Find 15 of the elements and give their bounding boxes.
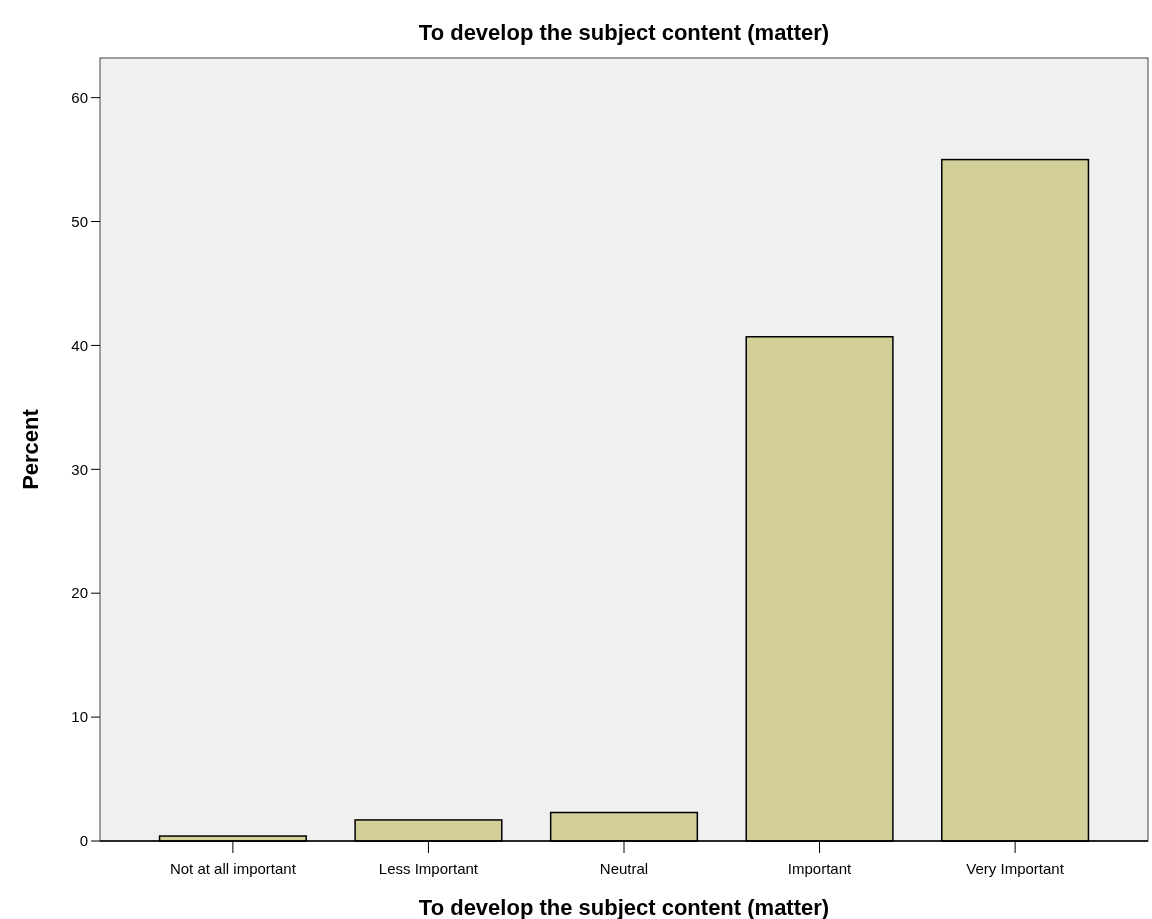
y-tick-label: 20 [71,584,88,602]
x-tick-label: Not at all important [169,860,297,877]
x-tick-label: Neutral [599,860,649,877]
x-tick-label: Very Important [966,860,1065,877]
y-tick-label: 60 [71,88,88,106]
chart-title: To develop the subject content (matter) [418,20,830,45]
x-tick-label: Important [787,860,853,877]
x-axis-title: To develop the subject content (matter) [418,895,830,919]
y-tick-label: 0 [79,832,88,850]
y-tick-label: 40 [71,336,88,354]
y-tick-label: 10 [71,708,88,726]
y-tick-label: 30 [71,460,88,478]
y-axis-title: Percent [18,408,43,490]
x-tick-label: Less Important [378,860,479,877]
y-tick-label: 50 [71,212,88,230]
